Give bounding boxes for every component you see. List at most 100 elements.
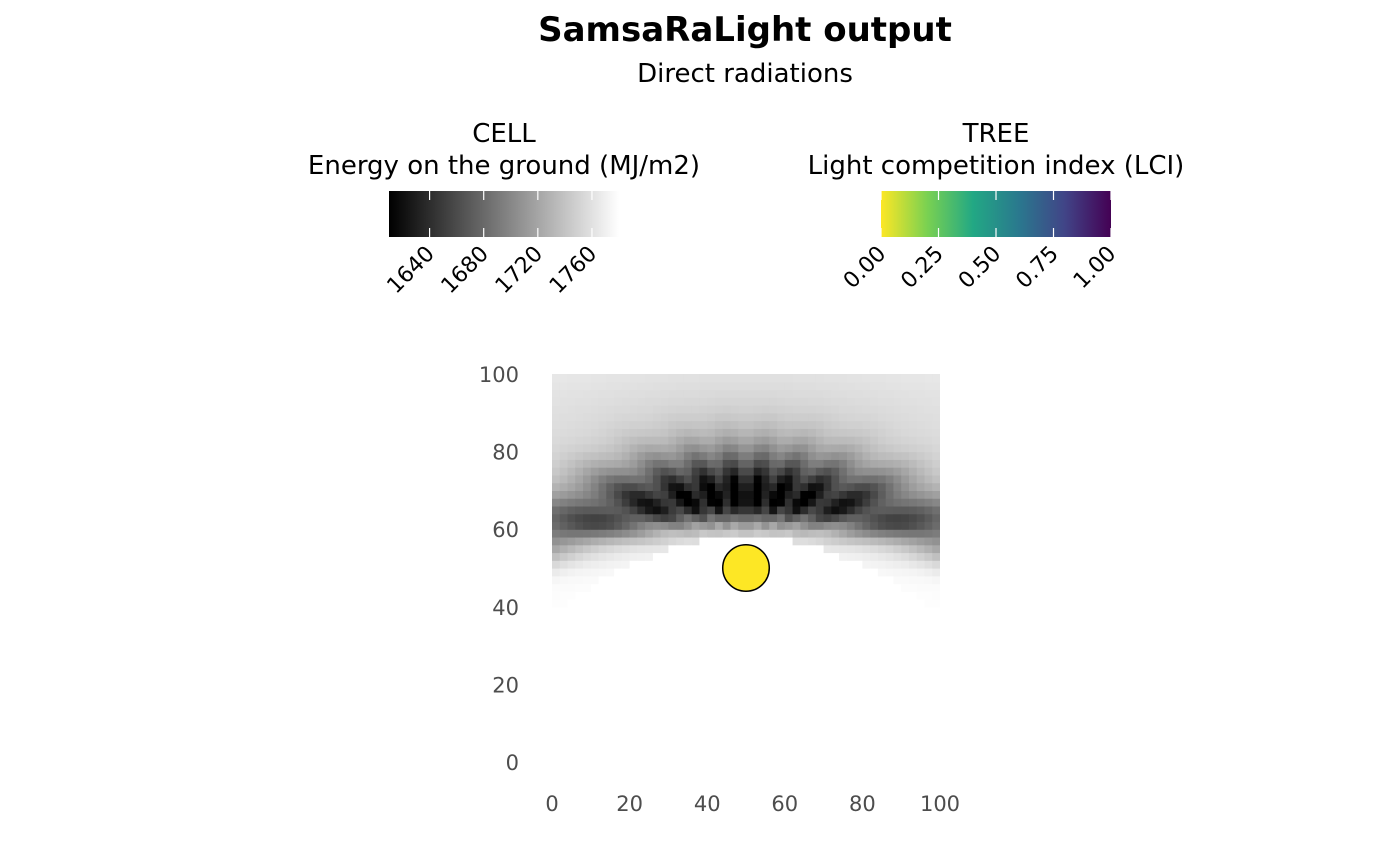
energy-cell (567, 544, 576, 554)
energy-cell (730, 436, 739, 445)
energy-cell (823, 436, 832, 445)
energy-cell (815, 467, 825, 476)
energy-cell (839, 474, 848, 484)
energy-cell (559, 405, 569, 414)
energy-cell (916, 389, 926, 398)
energy-cell (660, 405, 669, 414)
energy-cell (614, 575, 623, 585)
energy-cell (707, 420, 716, 429)
energy-cell (932, 474, 940, 484)
energy-cell (559, 575, 569, 585)
energy-cell (676, 420, 685, 429)
energy-cell (738, 591, 747, 600)
energy-cell (831, 529, 840, 538)
energy-cell (722, 521, 732, 530)
energy-cell (583, 436, 592, 445)
energy-cell (870, 451, 879, 460)
energy-cell (823, 568, 832, 577)
energy-cell (877, 599, 887, 608)
energy-cell (800, 529, 809, 538)
energy-cell (699, 436, 708, 445)
energy-cell (854, 420, 863, 429)
energy-cell (862, 381, 871, 391)
energy-cell (590, 583, 600, 592)
energy-cell (839, 467, 848, 476)
energy-cell (808, 568, 817, 577)
energy-cell (823, 498, 832, 507)
energy-cell (908, 575, 918, 585)
energy-cell (815, 583, 825, 592)
energy-cell (885, 599, 895, 608)
energy-cell (676, 536, 685, 546)
energy-cell (784, 436, 794, 445)
energy-cell (645, 591, 654, 600)
energy-cell (606, 568, 615, 577)
energy-cell (916, 459, 926, 468)
energy-cell (668, 436, 677, 445)
energy-cell (559, 529, 569, 538)
energy-cell (877, 591, 887, 600)
energy-cell (668, 412, 677, 422)
energy-cell (823, 412, 832, 422)
energy-cell (769, 583, 778, 592)
energy-cell (862, 420, 871, 429)
energy-cell (823, 575, 832, 585)
energy-cell (559, 374, 569, 383)
energy-cell (575, 381, 584, 391)
energy-cell (559, 451, 569, 460)
energy-cell (707, 412, 716, 422)
energy-cell (676, 467, 685, 476)
energy-cell (583, 443, 592, 453)
energy-cell (870, 599, 879, 608)
energy-cell (870, 420, 879, 429)
energy-cell (645, 405, 654, 414)
energy-cell (722, 374, 732, 383)
energy-cell (637, 490, 646, 499)
energy-cell (877, 467, 887, 476)
energy-cell (792, 374, 801, 383)
energy-cell (924, 397, 933, 406)
energy-cell (552, 599, 561, 608)
energy-cell (877, 428, 887, 437)
energy-cell (815, 474, 825, 484)
energy-cell (815, 505, 825, 515)
energy-cell (746, 474, 755, 484)
energy-cell (606, 428, 615, 437)
energy-cell (924, 459, 933, 468)
energy-cell (777, 505, 786, 515)
energy-cell (924, 374, 933, 383)
energy-cell (784, 482, 794, 491)
energy-cell (916, 490, 926, 499)
energy-cell (893, 583, 902, 592)
energy-cell (567, 490, 576, 499)
energy-cell (652, 451, 662, 460)
energy-cell (808, 490, 817, 499)
energy-cell (621, 560, 631, 569)
energy-cell (777, 443, 786, 453)
energy-cell (800, 405, 809, 414)
energy-cell (691, 552, 701, 561)
energy-cell (908, 498, 918, 507)
energy-cell (559, 568, 569, 577)
energy-cell (777, 467, 786, 476)
energy-cell (870, 397, 879, 406)
energy-cell (800, 389, 809, 398)
energy-cell (901, 490, 910, 499)
energy-cell (839, 536, 848, 546)
energy-cell (676, 544, 685, 554)
energy-cell (792, 436, 801, 445)
energy-cell (676, 405, 685, 414)
energy-cell (916, 374, 926, 383)
energy-cell (784, 544, 794, 554)
energy-cell (877, 412, 887, 422)
energy-cell (908, 428, 918, 437)
energy-cell (567, 420, 576, 429)
energy-cell (598, 405, 607, 414)
energy-cell (629, 436, 638, 445)
energy-cell (831, 405, 840, 414)
energy-cell (877, 544, 887, 554)
energy-cell (668, 482, 677, 491)
energy-cell (924, 529, 933, 538)
energy-cell (901, 474, 910, 484)
energy-cell (699, 591, 708, 600)
